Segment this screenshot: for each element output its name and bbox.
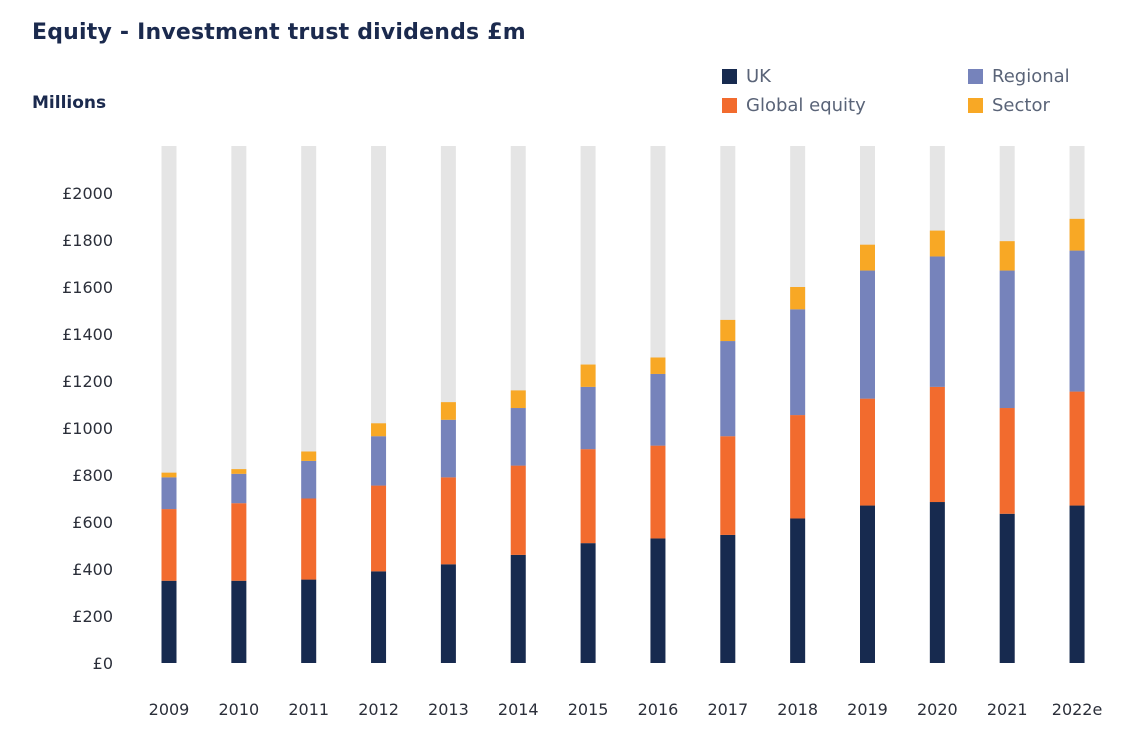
bar-segment-regional (720, 341, 736, 437)
bar-segment-uk (301, 579, 317, 663)
x-tick-label: 2016 (638, 700, 679, 719)
bar-segment-sector (790, 287, 806, 310)
y-tick-label: £200 (72, 607, 113, 626)
x-tick-label: 2022e (1052, 700, 1103, 719)
y-tick-label: £600 (72, 513, 113, 532)
x-tick-label: 2012 (358, 700, 399, 719)
bar-segment-sector (860, 244, 875, 271)
bar-segment-global-equity (301, 498, 317, 580)
x-tick-label: 2011 (288, 700, 329, 719)
bar-segment-uk (720, 534, 736, 663)
y-tick-label: £1400 (62, 325, 113, 344)
bar-segment-sector (580, 364, 596, 387)
legend-label-sector: Sector (992, 95, 1050, 116)
y-tick-label: £800 (72, 466, 113, 485)
bar-segment-sector (650, 357, 666, 374)
bar-segment-regional (510, 408, 526, 466)
bar-segment-uk (860, 505, 875, 663)
bar-segment-uk (929, 502, 945, 663)
bar-segment-global-equity (510, 465, 526, 555)
bar-segment-uk (510, 554, 526, 663)
bar-segment-sector (999, 241, 1015, 271)
legend-item-global-equity: Global equity (722, 95, 866, 116)
x-tick-label: 2021 (987, 700, 1028, 719)
x-tick-label: 2014 (498, 700, 539, 719)
y-axis-label: Millions (32, 93, 107, 113)
bar-segment-sector (301, 451, 317, 461)
x-tick-label: 2010 (218, 700, 259, 719)
bar-segment-sector (161, 472, 177, 478)
x-tick-label: 2009 (149, 700, 190, 719)
x-tick-label: 2019 (847, 700, 888, 719)
bar-segment-regional (580, 386, 596, 450)
bar-segment-uk (650, 538, 666, 663)
legend-item-sector: Sector (968, 95, 1050, 116)
bar-segment-regional (790, 309, 806, 416)
bar-segment-sector (1069, 218, 1085, 251)
legend-label-global-equity: Global equity (746, 95, 866, 116)
legend-label-uk: UK (746, 66, 771, 87)
x-tick-label: 2020 (917, 700, 958, 719)
bar-segment-global-equity (1069, 391, 1085, 506)
bar-segment-regional (161, 477, 177, 510)
bar-segment-regional (650, 373, 666, 446)
bar-segment-uk (440, 564, 456, 663)
x-tick-label: 2018 (777, 700, 818, 719)
y-tick-label: £1600 (62, 278, 113, 297)
y-tick-label: £1200 (62, 372, 113, 391)
bar-segment-sector (440, 402, 456, 420)
bar-segment-global-equity (790, 415, 806, 519)
legend-item-regional: Regional (968, 66, 1070, 87)
x-tick-label: 2015 (568, 700, 609, 719)
bar-segment-sector (929, 230, 945, 257)
bar-segment-uk (790, 518, 806, 663)
bar-segment-regional (1069, 250, 1085, 392)
y-tick-label: £1000 (62, 419, 113, 438)
bar-segment-global-equity (929, 386, 945, 503)
bar-segment-uk (1069, 505, 1085, 663)
bar-segment-global-equity (440, 477, 456, 565)
bar-segment-regional (860, 270, 875, 399)
bar-segment-global-equity (580, 449, 596, 544)
chart-legend: UK Regional Global equity Sector (722, 66, 1102, 126)
y-tick-label: £1800 (62, 231, 113, 250)
bar-segment-uk (161, 580, 177, 663)
bar-segment-global-equity (720, 436, 736, 535)
bar-segment-uk (371, 571, 387, 663)
legend-swatch-sector (968, 98, 983, 113)
bar-segment-sector (231, 469, 247, 474)
bar-segment-uk (999, 513, 1015, 663)
bar-segment-regional (301, 460, 317, 499)
legend-item-uk: UK (722, 66, 771, 87)
bar-segment-regional (231, 473, 247, 504)
legend-swatch-global-equity (722, 98, 737, 113)
bar-segment-regional (371, 436, 387, 486)
x-tick-label: 2013 (428, 700, 469, 719)
bar-segment-uk (580, 543, 596, 663)
legend-swatch-regional (968, 69, 983, 84)
bar-segment-global-equity (860, 398, 875, 506)
bar-segment-global-equity (650, 445, 666, 539)
bar-segment-regional (999, 270, 1015, 409)
bar-segment-global-equity (371, 485, 387, 572)
y-tick-label: £0 (93, 654, 113, 673)
legend-label-regional: Regional (992, 66, 1070, 87)
bar-segment-sector (371, 423, 387, 437)
legend-swatch-uk (722, 69, 737, 84)
bar-segment-sector (720, 319, 736, 342)
x-tick-label: 2017 (707, 700, 748, 719)
bar-segment-regional (929, 256, 945, 387)
bar-segment-sector (510, 390, 526, 409)
bar-segment-regional (440, 419, 456, 478)
chart-title: Equity - Investment trust dividends £m (32, 20, 526, 45)
y-tick-label: £2000 (62, 184, 113, 203)
bar-segment-global-equity (231, 503, 247, 581)
bar-segment-global-equity (161, 509, 177, 581)
y-tick-label: £400 (72, 560, 113, 579)
bar-segment-global-equity (999, 408, 1015, 514)
bar-segment-uk (231, 580, 247, 663)
